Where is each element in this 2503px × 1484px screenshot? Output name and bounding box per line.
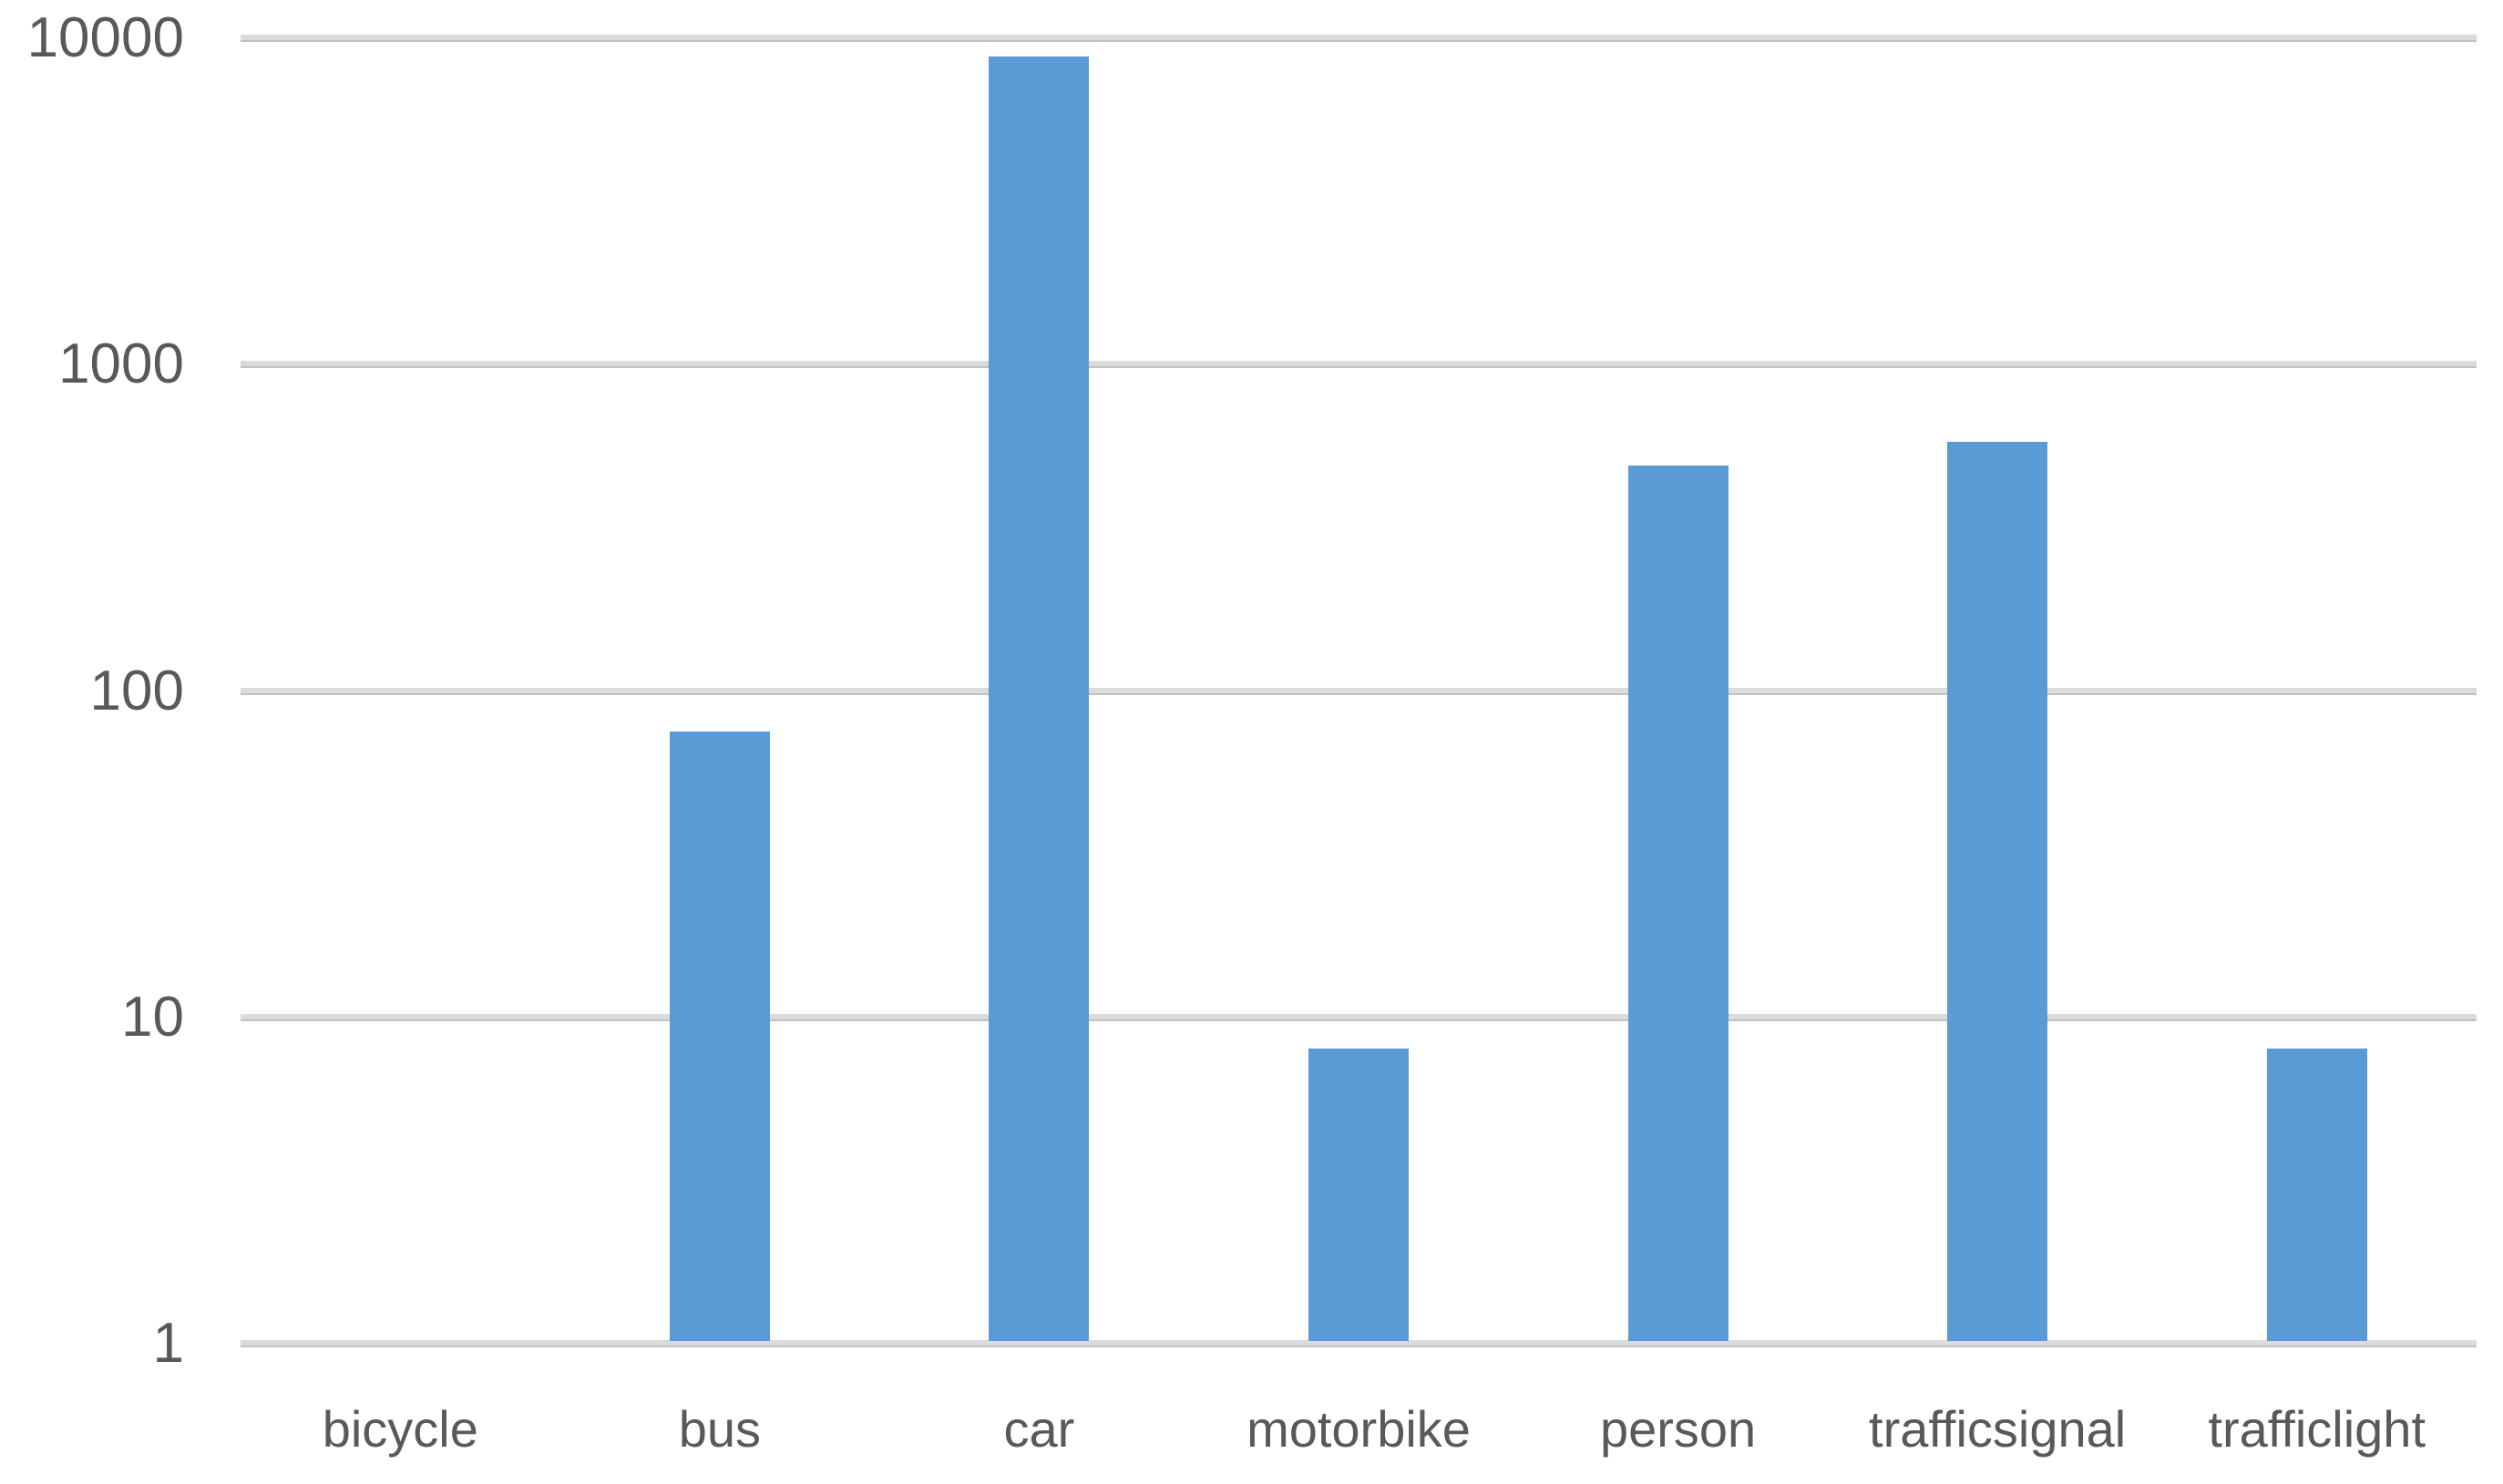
y-gridline-1 — [241, 1340, 2477, 1347]
x-axis-category-label-person: person — [1599, 1400, 1757, 1458]
y-gridline-10 — [241, 1013, 2477, 1021]
y-axis-tick-label-1000: 1000 — [58, 333, 184, 396]
bar-person — [1627, 466, 1729, 1341]
bar-bus — [669, 732, 770, 1341]
bar-trafficlight — [2266, 1049, 2367, 1341]
y-gridline-1000 — [241, 361, 2477, 369]
x-axis-category-label-car: car — [1003, 1400, 1075, 1458]
bar-car — [989, 56, 1090, 1341]
x-axis-category-label-bus: bus — [678, 1400, 761, 1458]
y-gridline-10000 — [241, 35, 2477, 42]
x-axis-category-label-motorbike: motorbike — [1246, 1400, 1471, 1458]
bar-motorbike — [1308, 1049, 1409, 1341]
x-axis-category-label-bicycle: bicycle — [322, 1400, 478, 1458]
bar-trafficsignal — [1947, 442, 2048, 1341]
y-axis-tick-label-1: 1 — [152, 1312, 184, 1375]
y-axis-tick-label-10: 10 — [121, 985, 184, 1049]
x-axis-category-label-trafficlight: trafficlight — [2208, 1400, 2426, 1458]
x-axis-category-label-trafficsignal: trafficsignal — [1869, 1400, 2127, 1458]
y-gridline-100 — [241, 687, 2477, 695]
y-axis-tick-label-100: 100 — [89, 659, 184, 722]
y-axis-tick-label-10000: 10000 — [26, 6, 184, 69]
